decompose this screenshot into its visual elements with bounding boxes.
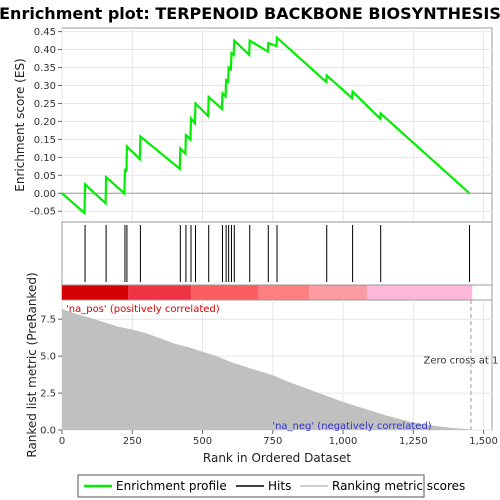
es-y-tick-label: 0.15: [34, 135, 56, 146]
es-y-tick-label: 0.20: [34, 117, 56, 128]
es-y-tick-label: 0.05: [34, 171, 56, 182]
es-y-tick-label: 0.40: [34, 45, 56, 56]
x-tick-label: 750: [263, 436, 282, 447]
negative-correlation-label: 'na_neg' (negatively correlated): [272, 421, 431, 432]
legend: Enrichment profile Hits Ranking metric s…: [77, 474, 465, 498]
x-axis-ticks: 0 250 500 750 1,000 1,250 1,500: [59, 430, 498, 447]
color-bar-segment: [191, 285, 259, 300]
es-y-axis-title: Enrichment score (ES): [13, 58, 27, 191]
color-bar-segment: [62, 285, 129, 300]
color-bar-segment: [258, 285, 310, 300]
x-tick-label: 1,000: [329, 436, 358, 447]
es-y-tick-label: 0.25: [34, 99, 56, 110]
es-y-ticks: -0.05 0.00 0.05 0.10 0.15 0.20 0.25 0.30 0.35 0.4…: [30, 27, 62, 218]
x-tick-label: 1,250: [399, 436, 428, 447]
hit-markers: [84, 225, 471, 282]
x-axis-title: Rank in Ordered Dataset: [203, 451, 351, 465]
es-y-tick-label: 0.30: [34, 81, 56, 92]
color-bar-segment: [309, 285, 367, 300]
legend-enrichment-label: Enrichment profile: [116, 479, 227, 493]
es-y-tick-label: 0.10: [34, 153, 56, 164]
ranked-y-ticks: 0.0 2.5 5.0 7.5: [40, 315, 62, 437]
ranked-y-axis-title: Ranked list metric (PreRanked): [25, 272, 39, 457]
enrichment-profile-line: [61, 35, 471, 216]
x-tick-label: 1,500: [469, 436, 498, 447]
chart-title: Enrichment plot: TERPENOID BACKBONE BIOS…: [0, 4, 500, 23]
ranking-metric-area: [62, 308, 473, 430]
x-tick-label: 0: [59, 436, 65, 447]
positive-correlation-label: 'na_pos' (positively correlated): [66, 304, 220, 315]
color-bar: [62, 285, 492, 300]
color-bar-segment: [128, 285, 192, 300]
ranked-y-tick-label: 0.0: [40, 426, 56, 437]
ranked-y-tick-label: 2.5: [40, 389, 56, 400]
ranked-panel: Zero cross at 1 'na_pos' (positively cor…: [25, 272, 498, 457]
es-y-tick-label: 0.35: [34, 63, 56, 74]
es-panel: -0.05 0.00 0.05 0.10 0.15 0.20 0.25 0.30 0.35 0.4…: [13, 27, 493, 223]
es-plot-area: [61, 27, 493, 223]
ranked-y-tick-label: 7.5: [40, 315, 56, 326]
es-y-tick-label: 0.00: [34, 189, 56, 200]
x-tick-label: 500: [193, 436, 212, 447]
ranked-y-tick-label: 5.0: [40, 352, 56, 363]
es-y-tick-label: -0.05: [30, 207, 56, 218]
zero-cross-label: Zero cross at 1: [423, 356, 498, 367]
color-bar-segment: [472, 285, 492, 300]
legend-ranking-label: Ranking metric scores: [332, 479, 465, 493]
x-tick-label: 250: [123, 436, 142, 447]
legend-hits-label: Hits: [268, 479, 291, 493]
color-bar-segment: [366, 285, 473, 300]
es-y-tick-label: 0.45: [34, 27, 56, 38]
hits-panel: [61, 221, 493, 301]
